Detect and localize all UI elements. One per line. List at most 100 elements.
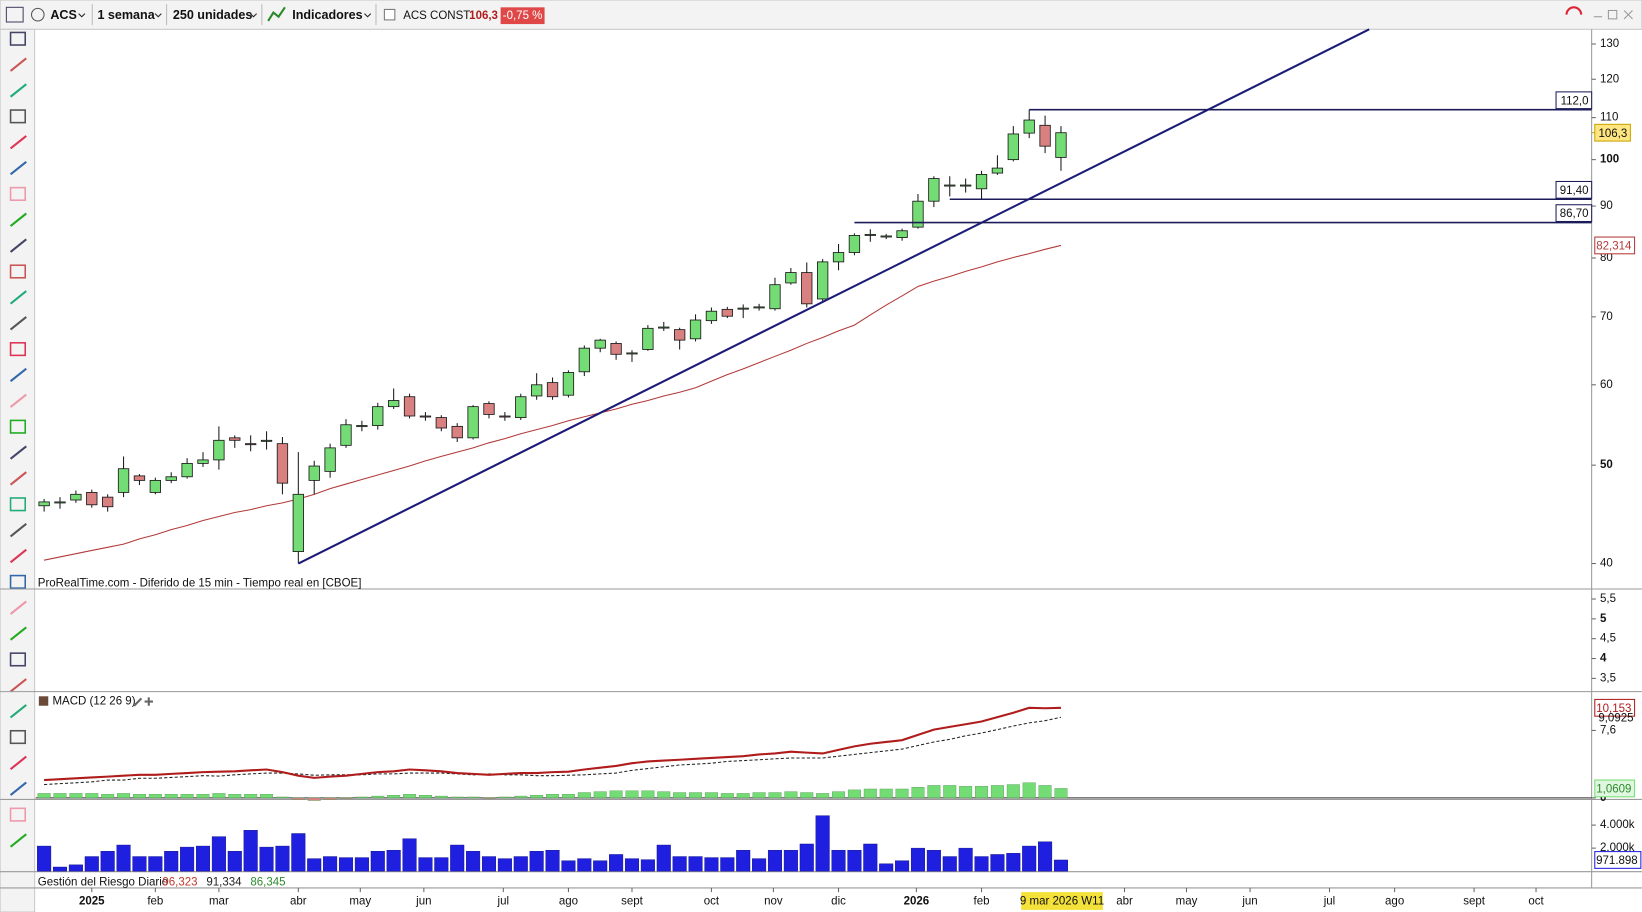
dropdown-arrow[interactable] [364,13,372,18]
tool-icon[interactable] [9,807,27,822]
tool-icon[interactable] [9,109,27,124]
candle-body [896,230,908,238]
volume-bar [799,843,814,872]
tool-icon[interactable] [9,264,27,279]
refresh-icon[interactable] [1565,6,1583,15]
tool-icon[interactable] [9,497,27,512]
tool-icon[interactable] [9,729,27,745]
volume-bar [688,856,703,872]
volume-bar [926,849,941,872]
left-toolbar [0,28,36,912]
tool-icon[interactable] [9,548,27,564]
indicators[interactable]: Indicadores [292,8,362,22]
close-button[interactable] [1623,10,1633,20]
histogram-bar [434,795,448,799]
tool-icon[interactable] [9,704,27,719]
link-icon[interactable] [30,7,45,22]
tool-icon[interactable] [9,574,27,589]
tool-icon[interactable] [9,678,27,693]
tool-icon[interactable] [9,160,27,176]
tool-icon[interactable] [9,471,27,486]
histogram-bar [514,795,528,799]
histogram-bar [53,793,67,799]
y-tick-label: 110 [1600,112,1618,124]
candle-body [260,439,273,442]
tool-icon[interactable] [9,419,27,434]
volume-bar [720,857,735,872]
tool-icon[interactable] [9,393,27,408]
volume-bar [1006,853,1021,872]
volume-bar [132,856,147,872]
tool-icon[interactable] [9,833,27,848]
tool-icon[interactable] [9,186,27,201]
candle-body [832,252,845,263]
histogram-bar [117,793,131,799]
tool-icon[interactable] [9,342,27,357]
volume-bar [52,866,68,872]
tool-icon[interactable] [9,31,27,46]
x-tick-label: jul [497,896,510,908]
volume-bar [752,858,767,872]
tool-icon[interactable] [9,212,27,227]
tool-icon[interactable] [9,755,27,770]
tool-icon[interactable] [9,135,27,150]
histogram-last-label-box [1594,779,1636,798]
histogram-bar [990,785,1004,799]
symbol[interactable]: ACS [50,8,77,22]
tool-icon[interactable] [9,290,27,305]
tool-icon[interactable] [9,445,27,460]
candle-body [165,476,177,481]
dropdown-arrow[interactable] [78,13,86,18]
candle-body [737,307,749,310]
volume-last-label-box [1594,851,1642,869]
candle-body [991,167,1004,174]
stat-value: 91,334 [206,877,242,889]
x-tick-label: may [1176,896,1198,908]
candle-body [372,406,384,426]
volume-bar [100,851,115,872]
candle-body [149,479,161,493]
macd-last-label: 10,153 [1596,703,1631,715]
level-label-box [1555,204,1593,223]
tool-icon[interactable] [9,367,27,383]
candle-body [626,352,638,355]
candle-body [610,343,622,355]
candle-body [864,233,876,236]
histogram-bar [101,794,115,799]
settings-icon[interactable] [133,697,153,707]
volume-bar [291,833,306,872]
tool-icon[interactable] [9,316,27,331]
signal-line [44,716,1062,786]
tool-icon[interactable] [9,83,27,98]
histogram-bar [132,794,146,799]
candle-body [245,443,257,446]
dropdown-arrow[interactable] [249,13,257,18]
maximize-button[interactable] [1607,9,1618,20]
x-tick-label: ago [559,896,578,908]
tool-icon[interactable] [9,781,27,796]
candle-body [229,437,241,441]
units[interactable]: 250 unidades [173,8,253,22]
dropdown-arrow[interactable] [154,13,162,18]
y-tick-label: 4.000k [1600,819,1635,831]
candle-body [340,424,352,446]
tool-icon[interactable] [9,652,27,667]
tool-icon[interactable] [9,600,27,615]
tool-icon[interactable] [9,626,27,641]
candle-body [1023,119,1035,134]
tool-icon[interactable] [9,523,27,538]
tool-icon[interactable] [9,238,27,253]
histogram-bar [816,793,830,799]
candle-body [403,396,416,417]
chart-style-icon[interactable] [5,6,24,23]
info-icon[interactable] [383,8,396,21]
volume-bar [275,845,290,872]
histogram-bar [291,797,305,800]
period[interactable]: 1 semana [97,8,155,22]
indicators-icon[interactable] [267,6,286,22]
candle-body [753,306,765,309]
tool-icon[interactable] [9,57,27,72]
candle-body [356,425,368,428]
